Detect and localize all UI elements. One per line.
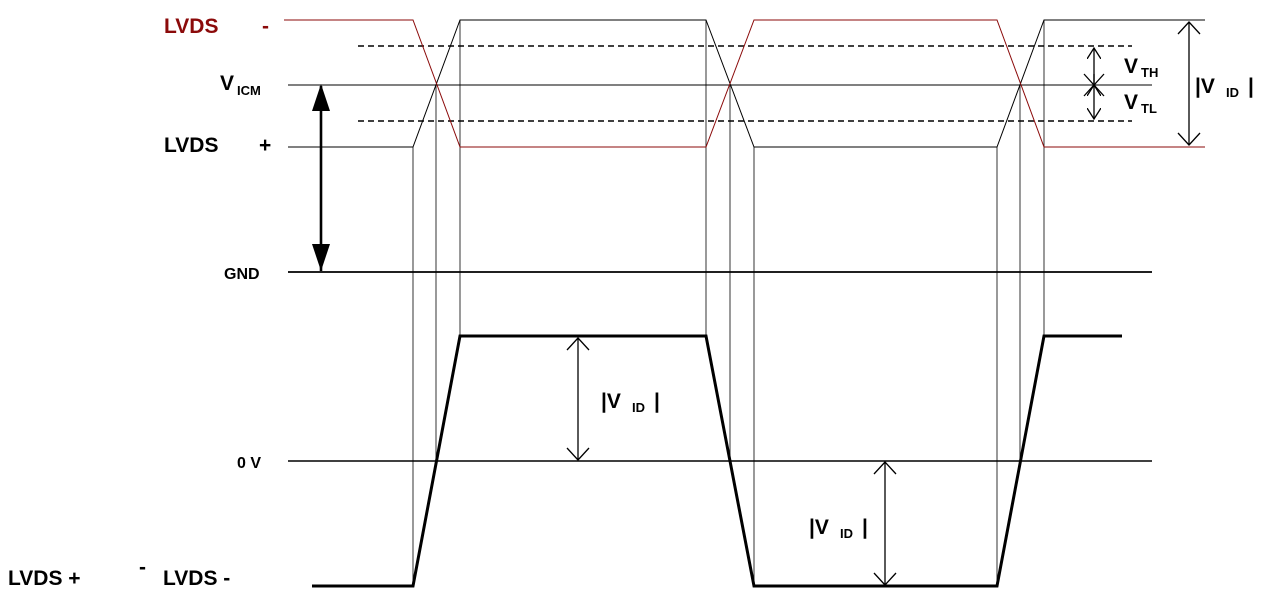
vid-arrow-right-top (1177, 21, 1201, 35)
lvds-plus-sign: + (259, 134, 271, 157)
center-tick-bottom (1083, 84, 1105, 97)
vicm-label-v: V (220, 72, 234, 95)
vtl-label-sub: TL (1141, 101, 1157, 116)
vth-label-v: V (1124, 55, 1138, 78)
vth-label-sub: TH (1141, 65, 1158, 80)
vid-label-upper-open: |V (601, 390, 621, 413)
lvds-minus-sign: - (262, 15, 269, 38)
vicm-arrow-head-bottom (312, 244, 330, 271)
zero-v-label: 0 V (237, 455, 261, 472)
differential-label-plus: LVDS + (8, 567, 81, 590)
differential-waveform (312, 334, 1122, 588)
lvds-minus-label: LVDS (164, 15, 218, 38)
vid-label-right-open: |V (1195, 75, 1215, 98)
vid-arrow-lower-bottom (873, 572, 897, 586)
differential-label-sign: - (139, 556, 146, 579)
vid-label-lower-sub: ID (840, 526, 853, 541)
vid-label-right-close: | (1248, 75, 1254, 98)
vid-label-upper-close: | (654, 390, 660, 413)
vid-arrow-right-bottom (1177, 132, 1201, 146)
vicm-label-sub: ICM (237, 83, 261, 98)
vid-arrow-upper-bottom (566, 447, 590, 461)
vid-label-upper-sub: ID (632, 400, 645, 415)
differential-label-minus: LVDS - (163, 567, 230, 590)
vid-arrow-upper-top (566, 337, 590, 351)
gnd-label: GND (224, 266, 260, 283)
vid-label-lower-close: | (862, 516, 868, 539)
vid-label-right-sub: ID (1226, 85, 1239, 100)
lvds-plus-label: LVDS (164, 134, 218, 157)
lvds-minus-waveform (284, 19, 1205, 148)
vid-arrow-lower-top (873, 461, 897, 475)
vtl-label-v: V (1124, 91, 1138, 114)
vicm-arrow-head-top (312, 84, 330, 111)
vid-label-lower-open: |V (809, 516, 829, 539)
projection-lines (412, 20, 1045, 586)
